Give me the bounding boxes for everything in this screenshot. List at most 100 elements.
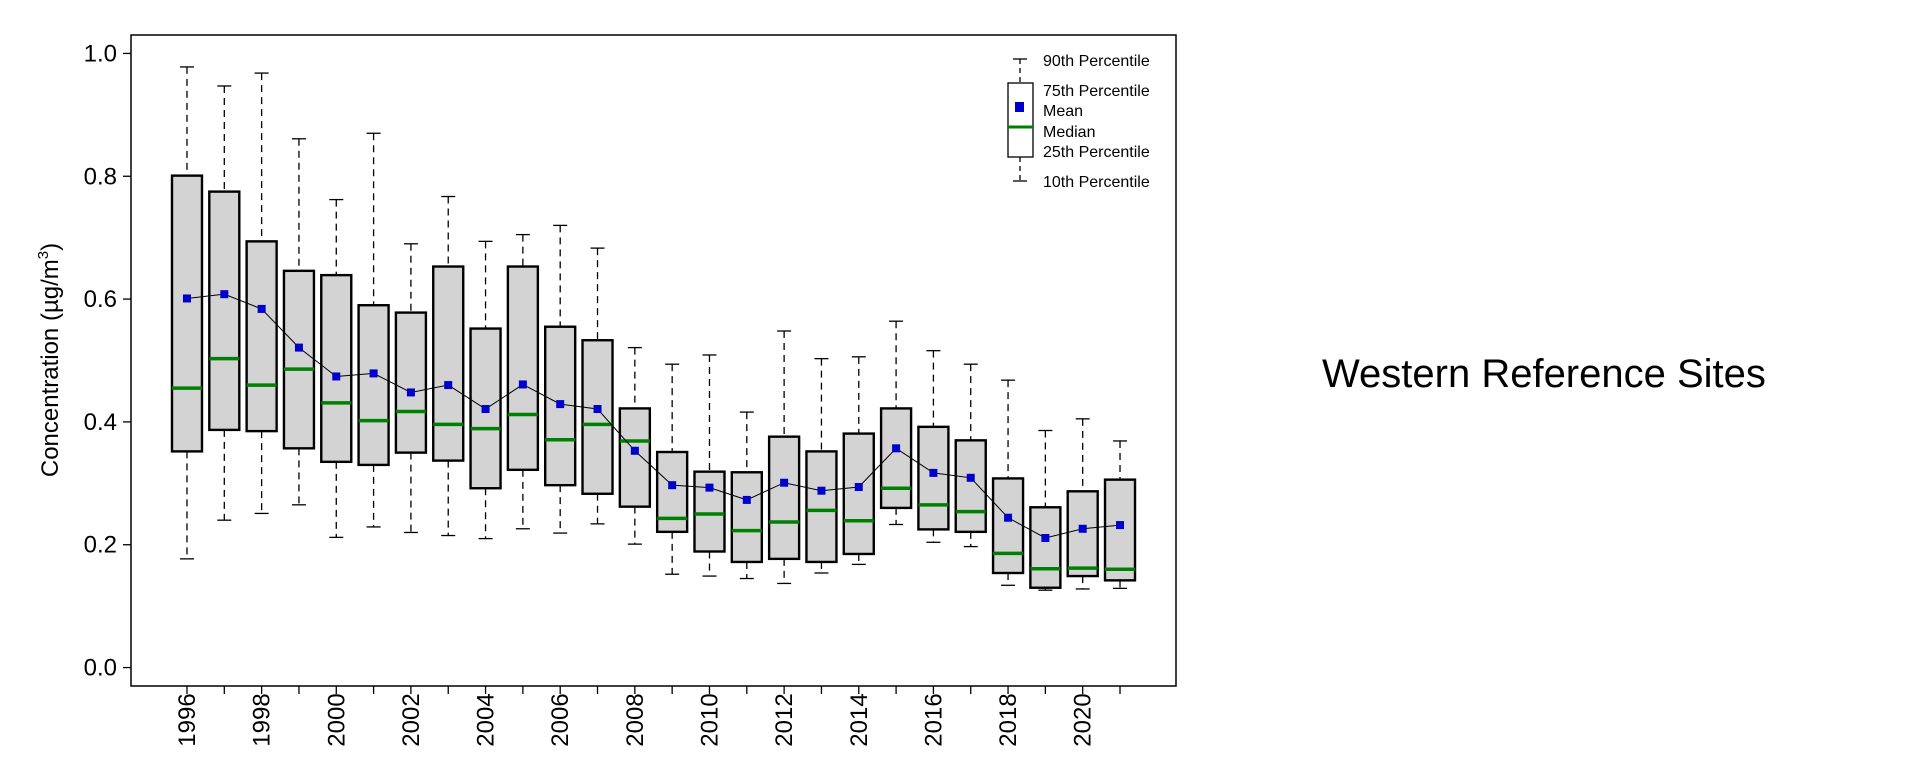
mean-marker-2018 (1004, 513, 1013, 522)
legend: 90th Percentile 75th Percentile Mean Med… (1007, 53, 1150, 191)
y-axis-label: Concentration (µg/m3) (35, 243, 64, 477)
legend-label-p75: 75th Percentile (1043, 83, 1150, 100)
box-iqr (954, 439, 987, 534)
mean-marker-2003 (444, 381, 453, 390)
x-tick-label: 2012 (771, 693, 798, 746)
box-iqr (581, 339, 614, 495)
mean-marker-1996 (182, 294, 191, 303)
box-iqr (879, 407, 913, 510)
mean-marker-2007 (593, 405, 602, 414)
mean-marker-2006 (556, 400, 565, 409)
mean-marker-2008 (630, 446, 639, 455)
box-iqr (1029, 506, 1062, 589)
box-2016 (917, 350, 950, 543)
x-tick-label: 2000 (323, 693, 350, 746)
y-tick-label: 1.0 (84, 40, 117, 67)
mean-marker-2004 (481, 405, 490, 414)
mean-marker-2009 (668, 481, 677, 490)
mean-marker-2014 (854, 483, 863, 492)
x-tick-label: 1998 (249, 693, 276, 746)
mean-marker-2013 (817, 486, 826, 495)
box-2011 (730, 411, 764, 580)
mean-marker-1999 (294, 343, 303, 352)
box-2006 (543, 224, 577, 534)
box-iqr (917, 425, 950, 531)
box-2001 (357, 132, 390, 528)
box-2010 (693, 354, 726, 577)
x-tick-label: 2014 (846, 693, 873, 746)
box-1996 (170, 66, 204, 560)
x-tick-label: 2020 (1070, 693, 1097, 746)
mean-marker-2002 (406, 388, 415, 397)
box-iqr (245, 240, 278, 433)
mean-trend-line (186, 293, 1121, 539)
mean-marker-1997 (220, 290, 229, 299)
box-2020 (1066, 418, 1099, 590)
y-tick-label: 0.6 (84, 286, 117, 313)
box-1997 (208, 85, 241, 521)
box-2018 (991, 379, 1025, 586)
box-2015 (879, 320, 913, 526)
x-tick-label: 1996 (174, 693, 201, 746)
box-2012 (767, 330, 801, 585)
y-tick-label: 0.2 (84, 532, 117, 559)
box-2021 (1103, 440, 1137, 589)
box-iqr (730, 471, 764, 564)
box-2019 (1029, 429, 1062, 591)
legend-label-p90: 90th Percentile (1043, 53, 1150, 70)
mean-marker-2017 (966, 473, 975, 482)
mean-marker-2021 (1116, 521, 1125, 530)
mean-marker-2011 (742, 495, 751, 504)
mean-marker-2016 (929, 468, 938, 477)
x-tick-label: 2008 (622, 693, 649, 746)
side-title: Western Reference Sites (1322, 352, 1766, 396)
box-iqr (991, 477, 1025, 575)
x-tick-label: 2002 (398, 693, 425, 746)
box-iqr (432, 265, 465, 462)
mean-marker-2005 (518, 380, 527, 389)
y-tick-label: 0.4 (84, 409, 117, 436)
plot-frame (130, 34, 1177, 687)
mean-marker-2019 (1041, 533, 1050, 542)
box-2004 (469, 240, 502, 540)
box-iqr (208, 190, 241, 432)
box-1998 (245, 72, 278, 515)
box-iqr (693, 470, 726, 553)
x-tick-label: 2018 (995, 693, 1022, 746)
legend-glyph (1007, 58, 1034, 182)
mean-layer (182, 290, 1125, 542)
box-2013 (805, 358, 838, 574)
box-iqr (1103, 478, 1137, 582)
legend-label-p25: 25th Percentile (1043, 144, 1150, 161)
box-2014 (842, 356, 875, 566)
box-iqr (282, 269, 316, 450)
box-2007 (581, 247, 614, 525)
legend-label-median: Median (1043, 124, 1095, 141)
mean-marker-2010 (705, 483, 714, 492)
box-iqr (357, 304, 390, 467)
box-iqr (1066, 490, 1099, 578)
mean-marker-1998 (257, 304, 266, 313)
box-iqr (170, 174, 204, 453)
box-2005 (506, 233, 540, 530)
mean-marker-2015 (892, 444, 901, 453)
boxes-layer (170, 66, 1137, 591)
y-tick-label: 0.8 (84, 163, 117, 190)
x-tick-label: 2004 (473, 693, 500, 746)
box-1999 (282, 138, 316, 506)
x-axis: 1996 1998 2000 2002 2004 2006 2008 2010 2012 2014… (174, 686, 1121, 747)
box-iqr (618, 407, 652, 508)
box-2003 (432, 195, 465, 537)
legend-label-mean: Mean (1043, 103, 1083, 120)
box-iqr (805, 450, 838, 564)
box-iqr (506, 265, 540, 472)
mean-marker-2012 (780, 478, 789, 487)
legend-box (1007, 82, 1034, 158)
mean-marker-2020 (1078, 524, 1087, 533)
mean-marker-2000 (332, 372, 341, 381)
box-2009 (655, 363, 689, 575)
x-tick-label: 2010 (696, 693, 723, 746)
y-tick-label: 0.0 (84, 655, 117, 682)
box-2008 (618, 346, 652, 545)
